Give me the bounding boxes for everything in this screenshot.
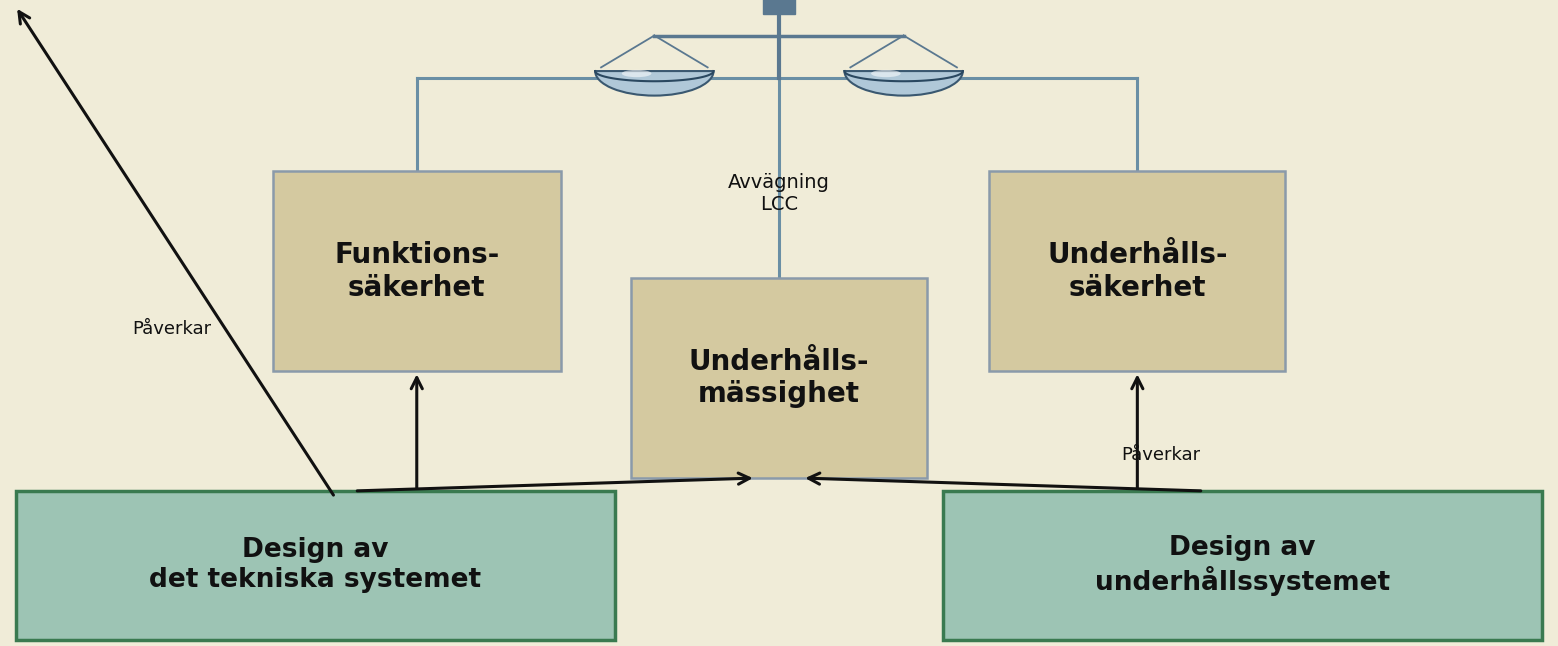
FancyBboxPatch shape <box>631 278 927 478</box>
Text: Design av
underhållssystemet: Design av underhållssystemet <box>1095 535 1390 596</box>
Wedge shape <box>844 71 963 96</box>
Text: Funktions-
säkerhet: Funktions- säkerhet <box>333 241 500 302</box>
Ellipse shape <box>622 70 651 77</box>
Text: Underhålls-
mässighet: Underhålls- mässighet <box>689 348 869 408</box>
Text: Avvägning
LCC: Avvägning LCC <box>728 173 830 214</box>
Text: Design av
det tekniska systemet: Design av det tekniska systemet <box>150 537 481 593</box>
FancyBboxPatch shape <box>16 491 615 640</box>
Ellipse shape <box>871 70 901 77</box>
FancyBboxPatch shape <box>763 0 795 14</box>
FancyBboxPatch shape <box>273 171 561 371</box>
FancyBboxPatch shape <box>989 171 1285 371</box>
FancyBboxPatch shape <box>943 491 1542 640</box>
Text: Påverkar: Påverkar <box>1122 446 1200 464</box>
Text: Underhålls-
säkerhet: Underhålls- säkerhet <box>1047 241 1228 302</box>
Text: Påverkar: Påverkar <box>132 320 210 339</box>
Wedge shape <box>595 71 714 96</box>
